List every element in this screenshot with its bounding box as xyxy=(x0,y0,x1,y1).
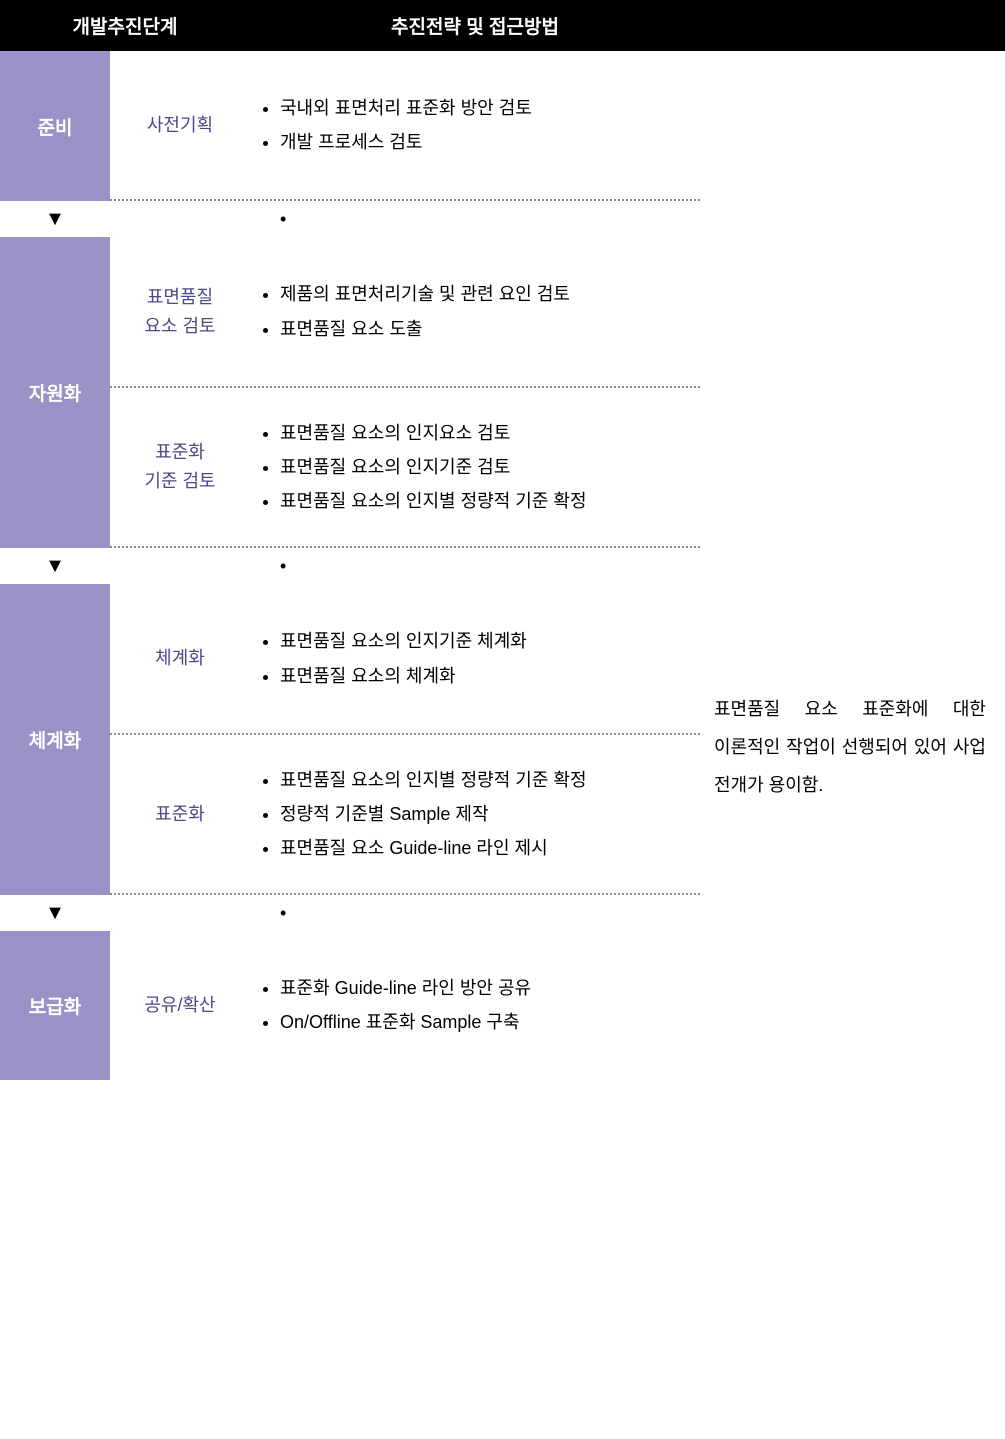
sub-stack-system: 체계화표면품질 요소의 인지기준 체계화표면품질 요소의 체계화표준화표면품질 … xyxy=(110,584,700,895)
bullets-standardize: 표면품질 요소의 인지별 정량적 기준 확정정량적 기준별 Sample 제작표… xyxy=(250,763,700,866)
phase-label-spread: 보급화 xyxy=(0,931,110,1079)
body-wrap: 준비사전기획국내외 표면처리 표준화 방안 검토개발 프로세스 검토▼•자원화표… xyxy=(0,51,1005,1080)
bullet-item: 표면품질 요소의 인지별 정량적 기준 확정 xyxy=(280,484,690,518)
bullet-item: 제품의 표면처리기술 및 관련 요인 검토 xyxy=(280,277,690,311)
arrow-empty-bullet: • xyxy=(250,209,700,230)
sub-stack-resource: 표면품질요소 검토제품의 표면처리기술 및 관련 요인 검토표면품질 요소 도출… xyxy=(110,237,700,548)
phase-row-prep: 준비사전기획국내외 표면처리 표준화 방안 검토개발 프로세스 검토 xyxy=(0,51,700,201)
bullet-item: 표면품질 요소의 인지별 정량적 기준 확정 xyxy=(280,763,690,797)
note-text: 표면품질 요소 표준화에 대한 이론적인 작업이 선행되어 있어 사업 전개가 … xyxy=(714,691,986,804)
sub-row-quality: 표면품질요소 검토제품의 표면처리기술 및 관련 요인 검토표면품질 요소 도출 xyxy=(110,237,700,387)
arrow-empty-bullet: • xyxy=(250,903,700,924)
bullet-item: 표면품질 요소의 체계화 xyxy=(280,659,690,693)
arrow-down-icon: ▼ xyxy=(0,902,110,925)
bullet-item: 표면품질 요소의 인지기준 검토 xyxy=(280,450,690,484)
bullet-item: 정량적 기준별 Sample 제작 xyxy=(280,797,690,831)
arrow-row-1: ▼• xyxy=(0,548,700,584)
phase-row-spread: 보급화공유/확산표준화 Guide-line 라인 방안 공유On/Offlin… xyxy=(0,931,700,1079)
phase-row-resource: 자원화표면품질요소 검토제품의 표면처리기술 및 관련 요인 검토표면품질 요소… xyxy=(0,237,700,548)
bullets-stdcriteria: 표면품질 요소의 인지요소 검토표면품질 요소의 인지기준 검토표면품질 요소의… xyxy=(250,416,700,519)
sub-label-systemize: 체계화 xyxy=(110,624,250,692)
bullets-plan: 국내외 표면처리 표준화 방안 검토개발 프로세스 검토 xyxy=(250,91,700,159)
sub-label-share: 공유/확산 xyxy=(110,971,250,1039)
header-col3-blank xyxy=(700,0,1000,51)
bullet-item: 표면품질 요소 Guide-line 라인 제시 xyxy=(280,831,690,865)
header-col2: 추진전략 및 접근방법 xyxy=(250,0,700,51)
sub-row-systemize: 체계화표면품질 요소의 인지기준 체계화표면품질 요소의 체계화 xyxy=(110,584,700,734)
left-flow: 준비사전기획국내외 표면처리 표준화 방안 검토개발 프로세스 검토▼•자원화표… xyxy=(0,51,700,1080)
diagram-root: 개발추진단계 추진전략 및 접근방법 준비사전기획국내외 표면처리 표준화 방안… xyxy=(0,0,1005,1080)
sub-row-share: 공유/확산표준화 Guide-line 라인 방안 공유On/Offline 표… xyxy=(110,931,700,1079)
arrow-down-icon: ▼ xyxy=(0,208,110,231)
sub-label-stdcriteria: 표준화기준 검토 xyxy=(110,416,250,519)
sub-stack-prep: 사전기획국내외 표면처리 표준화 방안 검토개발 프로세스 검토 xyxy=(110,51,700,201)
sub-stack-spread: 공유/확산표준화 Guide-line 라인 방안 공유On/Offline 표… xyxy=(110,931,700,1079)
sub-row-plan: 사전기획국내외 표면처리 표준화 방안 검토개발 프로세스 검토 xyxy=(110,51,700,201)
arrow-down-icon: ▼ xyxy=(0,555,110,578)
arrow-row-0: ▼• xyxy=(0,201,700,237)
arrow-row-2: ▼• xyxy=(0,895,700,931)
sub-row-standardize: 표준화표면품질 요소의 인지별 정량적 기준 확정정량적 기준별 Sample … xyxy=(110,735,700,896)
note-column: 표면품질 요소 표준화에 대한 이론적인 작업이 선행되어 있어 사업 전개가 … xyxy=(700,51,1000,1080)
phase-label-resource: 자원화 xyxy=(0,237,110,548)
bullet-item: 표면품질 요소의 인지요소 검토 xyxy=(280,416,690,450)
sub-label-quality: 표면품질요소 검토 xyxy=(110,277,250,345)
sub-label-standardize: 표준화 xyxy=(110,763,250,866)
bullets-systemize: 표면품질 요소의 인지기준 체계화표면품질 요소의 체계화 xyxy=(250,624,700,692)
bullets-quality: 제품의 표면처리기술 및 관련 요인 검토표면품질 요소 도출 xyxy=(250,277,700,345)
header-row: 개발추진단계 추진전략 및 접근방법 xyxy=(0,0,1005,51)
phase-label-system: 체계화 xyxy=(0,584,110,895)
phase-label-prep: 준비 xyxy=(0,51,110,201)
bullet-item: 표면품질 요소의 인지기준 체계화 xyxy=(280,624,690,658)
bullet-item: 국내외 표면처리 표준화 방안 검토 xyxy=(280,91,690,125)
bullet-item: On/Offline 표준화 Sample 구축 xyxy=(280,1005,690,1039)
header-col1: 개발추진단계 xyxy=(0,0,250,51)
sub-label-plan: 사전기획 xyxy=(110,91,250,159)
arrow-empty-bullet: • xyxy=(250,556,700,577)
bullet-item: 표준화 Guide-line 라인 방안 공유 xyxy=(280,971,690,1005)
bullet-item: 개발 프로세스 검토 xyxy=(280,125,690,159)
bullet-item: 표면품질 요소 도출 xyxy=(280,312,690,346)
phase-row-system: 체계화체계화표면품질 요소의 인지기준 체계화표면품질 요소의 체계화표준화표면… xyxy=(0,584,700,895)
sub-row-stdcriteria: 표준화기준 검토표면품질 요소의 인지요소 검토표면품질 요소의 인지기준 검토… xyxy=(110,388,700,549)
bullets-share: 표준화 Guide-line 라인 방안 공유On/Offline 표준화 Sa… xyxy=(250,971,700,1039)
